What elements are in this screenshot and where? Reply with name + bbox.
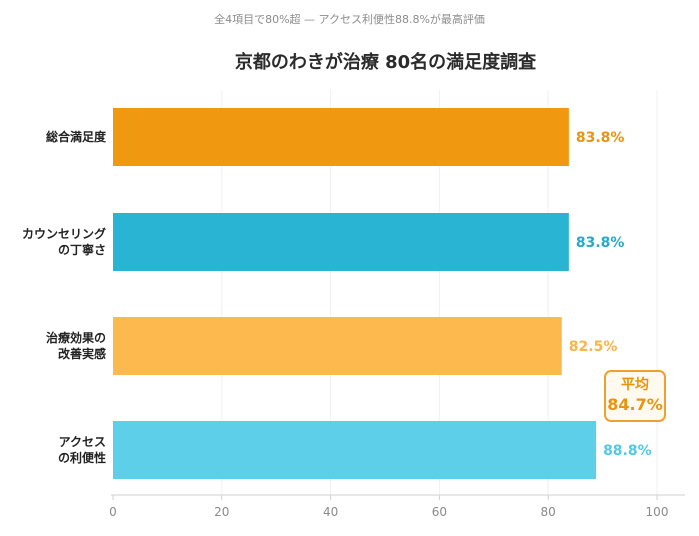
category-label-2: 治療効果の改善実感 <box>46 330 106 361</box>
category-label-0-line-0: 総合満足度 <box>46 129 107 144</box>
x-tick-label-5: 100 <box>646 505 669 519</box>
category-label-1: カウンセリングの丁寧さ <box>22 226 106 257</box>
value-label-3: 88.8% <box>603 443 652 459</box>
category-label-1-line-1: の丁寧さ <box>58 242 106 257</box>
category-label-3-line-1: の利便性 <box>58 450 106 465</box>
bar-2 <box>113 317 562 375</box>
value-label-0: 83.8% <box>576 130 625 146</box>
category-label-3-line-0: アクセス <box>59 435 106 449</box>
average-annotation-title: 平均 <box>621 377 649 393</box>
average-annotation-value: 84.7% <box>607 395 663 414</box>
chart-title: 京都のわきが治療 80名の満足度調査 <box>234 52 537 73</box>
x-tick-label-4: 80 <box>541 505 556 519</box>
bar-0 <box>113 108 569 166</box>
bar-3 <box>113 421 597 479</box>
category-label-1-line-0: カウンセリング <box>22 226 106 241</box>
category-label-2-line-0: 治療効果の <box>46 330 106 345</box>
bar-1 <box>113 213 569 271</box>
x-tick-label-1: 20 <box>214 505 229 519</box>
x-tick-label-0: 0 <box>109 505 117 519</box>
average-annotation: 平均 84.7% <box>604 370 666 422</box>
value-label-1: 83.8% <box>576 235 625 251</box>
category-label-0: 総合満足度 <box>46 129 107 144</box>
x-tick-label-2: 40 <box>323 505 338 519</box>
value-label-2: 82.5% <box>569 339 618 355</box>
chart-subtitle: 全4項目で80%超 — アクセス利便性88.8%が最高評価 <box>214 13 485 26</box>
x-tick-label-3: 60 <box>432 505 447 519</box>
category-label-3: アクセスの利便性 <box>58 435 106 465</box>
category-label-2-line-1: 改善実感 <box>58 346 106 361</box>
